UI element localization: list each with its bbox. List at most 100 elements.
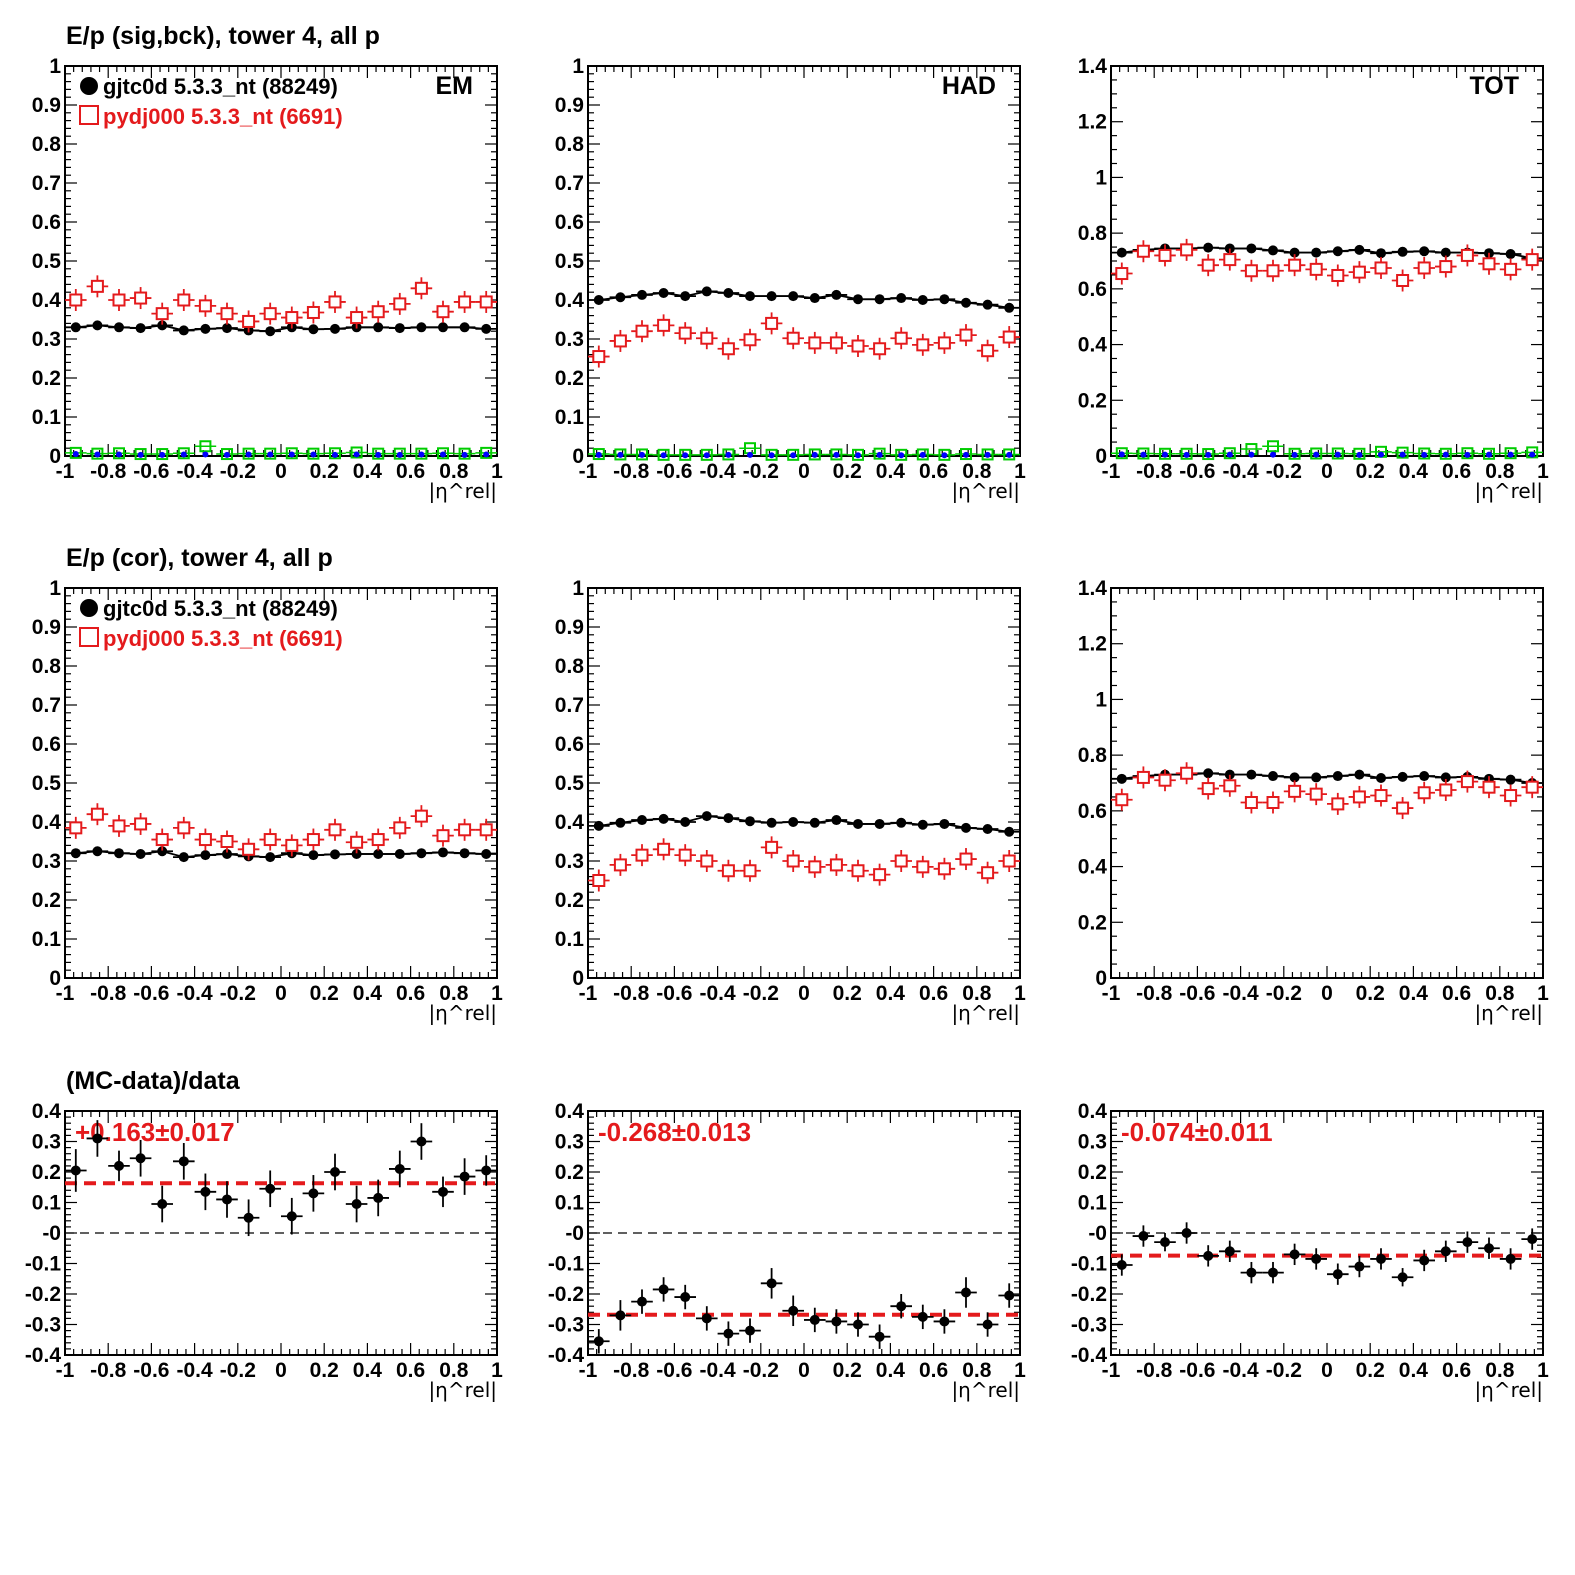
ratio-point bbox=[788, 1305, 799, 1316]
x-tick-label: 1 bbox=[1537, 982, 1549, 1005]
x-axis-label: |η^rel| bbox=[428, 1001, 497, 1025]
y-tick-label: 0.4 bbox=[32, 811, 62, 834]
bkg-blue-point bbox=[833, 451, 840, 458]
y-tick-label: 0.3 bbox=[32, 1131, 61, 1154]
ratio-point bbox=[1332, 1269, 1343, 1280]
bkg-blue-point bbox=[288, 451, 295, 458]
mc-point bbox=[242, 314, 256, 328]
data-point bbox=[680, 291, 691, 302]
data-point bbox=[1203, 242, 1214, 253]
mc-point bbox=[1396, 801, 1410, 815]
mc-point bbox=[851, 339, 865, 353]
y-tick-label: 0.4 bbox=[1078, 334, 1108, 357]
x-tick-label: -0.6 bbox=[1179, 1359, 1215, 1382]
data-point bbox=[982, 299, 993, 310]
mc-point bbox=[393, 297, 407, 311]
y-tick-label: 0.1 bbox=[555, 1192, 585, 1215]
mc-point bbox=[786, 331, 800, 345]
bkg-blue-point bbox=[725, 451, 732, 458]
series-bkg_blue bbox=[595, 451, 1013, 459]
x-tick-label: -0.6 bbox=[1179, 982, 1215, 1005]
y-tick-label: 0.6 bbox=[32, 733, 61, 756]
x-tick-label: -0.4 bbox=[177, 1359, 214, 1382]
bkg-blue-point bbox=[1183, 451, 1190, 458]
bkg-blue-point bbox=[94, 451, 101, 458]
ratio-point bbox=[874, 1331, 885, 1342]
x-tick-label: -0.8 bbox=[613, 460, 650, 483]
ratio-point bbox=[766, 1278, 777, 1289]
mc-point bbox=[371, 833, 385, 847]
mc-point bbox=[743, 333, 757, 347]
y-tick-label: 1 bbox=[572, 55, 584, 78]
bkg-blue-point bbox=[1399, 451, 1406, 458]
ratio-point bbox=[680, 1292, 691, 1303]
mc-point bbox=[1158, 773, 1172, 787]
series-data bbox=[588, 811, 1020, 837]
ratio-point bbox=[982, 1319, 993, 1330]
mc-point bbox=[721, 864, 735, 878]
data-point bbox=[831, 289, 842, 300]
x-tick-label: 0.6 bbox=[1442, 982, 1471, 1005]
x-tick-label: 0.8 bbox=[439, 1359, 469, 1382]
mc-point bbox=[1374, 789, 1388, 803]
x-tick-label: -0.6 bbox=[656, 1359, 692, 1382]
bkg-blue-point bbox=[375, 451, 382, 458]
data-point bbox=[351, 848, 362, 859]
x-tick-label: 0.6 bbox=[396, 982, 425, 1005]
y-tick-label: 0.9 bbox=[32, 94, 61, 117]
ratio-point bbox=[593, 1336, 604, 1347]
data-point bbox=[1332, 246, 1343, 257]
mc-point bbox=[1417, 261, 1431, 275]
data-point bbox=[1311, 247, 1322, 258]
x-tick-label: -1 bbox=[56, 460, 75, 483]
ratio-point bbox=[114, 1160, 124, 1171]
row-title-top: E/p (sig,bck), tower 4, all p bbox=[66, 22, 380, 50]
data-point bbox=[265, 326, 276, 337]
y-tick-label: 0.9 bbox=[32, 616, 61, 639]
data-point bbox=[680, 817, 691, 827]
mc-point bbox=[1223, 253, 1237, 267]
bkg-blue-point bbox=[1205, 451, 1212, 458]
y-tick-label: 1.4 bbox=[1078, 577, 1108, 600]
x-tick-label: -0.4 bbox=[1223, 460, 1260, 483]
mc-point bbox=[479, 295, 493, 309]
y-tick-label: 0.2 bbox=[32, 889, 61, 912]
mc-point bbox=[1136, 770, 1150, 784]
x-axis-label: |η^rel| bbox=[1474, 479, 1543, 503]
ratio-point bbox=[308, 1188, 319, 1199]
mc-point bbox=[808, 860, 822, 874]
ratio-point bbox=[1397, 1272, 1408, 1283]
data-point bbox=[308, 850, 319, 861]
mc-point bbox=[1266, 264, 1280, 278]
mc-point bbox=[1374, 261, 1388, 275]
bkg-blue-point bbox=[1140, 451, 1147, 458]
data-point bbox=[658, 287, 669, 298]
ratio-point bbox=[135, 1153, 146, 1164]
y-tick-label: 0 bbox=[49, 445, 61, 468]
mc-point bbox=[198, 833, 212, 847]
mc-point bbox=[700, 331, 714, 345]
x-tick-label: -0.8 bbox=[613, 1359, 650, 1382]
bkg-blue-point bbox=[1334, 451, 1341, 458]
y-tick-label: 0.8 bbox=[555, 133, 585, 156]
data-point bbox=[92, 320, 103, 331]
bkg-green-point bbox=[895, 448, 908, 461]
ratio-point bbox=[92, 1133, 103, 1144]
x-tick-label: -0.2 bbox=[1266, 982, 1302, 1005]
x-tick-label: 0.6 bbox=[919, 1359, 948, 1382]
mc-point bbox=[479, 823, 493, 837]
x-tick-label: 0 bbox=[798, 460, 810, 483]
series-bkg_blue bbox=[72, 451, 490, 458]
mc-point bbox=[829, 858, 843, 872]
y-tick-label: -0.4 bbox=[25, 1344, 62, 1367]
mc-point bbox=[328, 823, 342, 837]
bkg-blue-point bbox=[811, 451, 818, 458]
ratio-point bbox=[701, 1313, 712, 1324]
series-bkg_green bbox=[588, 442, 1020, 461]
x-tick-label: 0.2 bbox=[310, 460, 339, 483]
data-point bbox=[1268, 245, 1278, 256]
bkg-green-point bbox=[657, 448, 670, 461]
bkg-blue-point bbox=[682, 452, 689, 459]
mc-point bbox=[873, 868, 887, 882]
chart-panel-tot-cor: -1 -0.8 -0.6 -0.4 -0.2 0 0.2 0.4 0.6 0.8 1|η^rel|0… bbox=[1078, 577, 1549, 1025]
